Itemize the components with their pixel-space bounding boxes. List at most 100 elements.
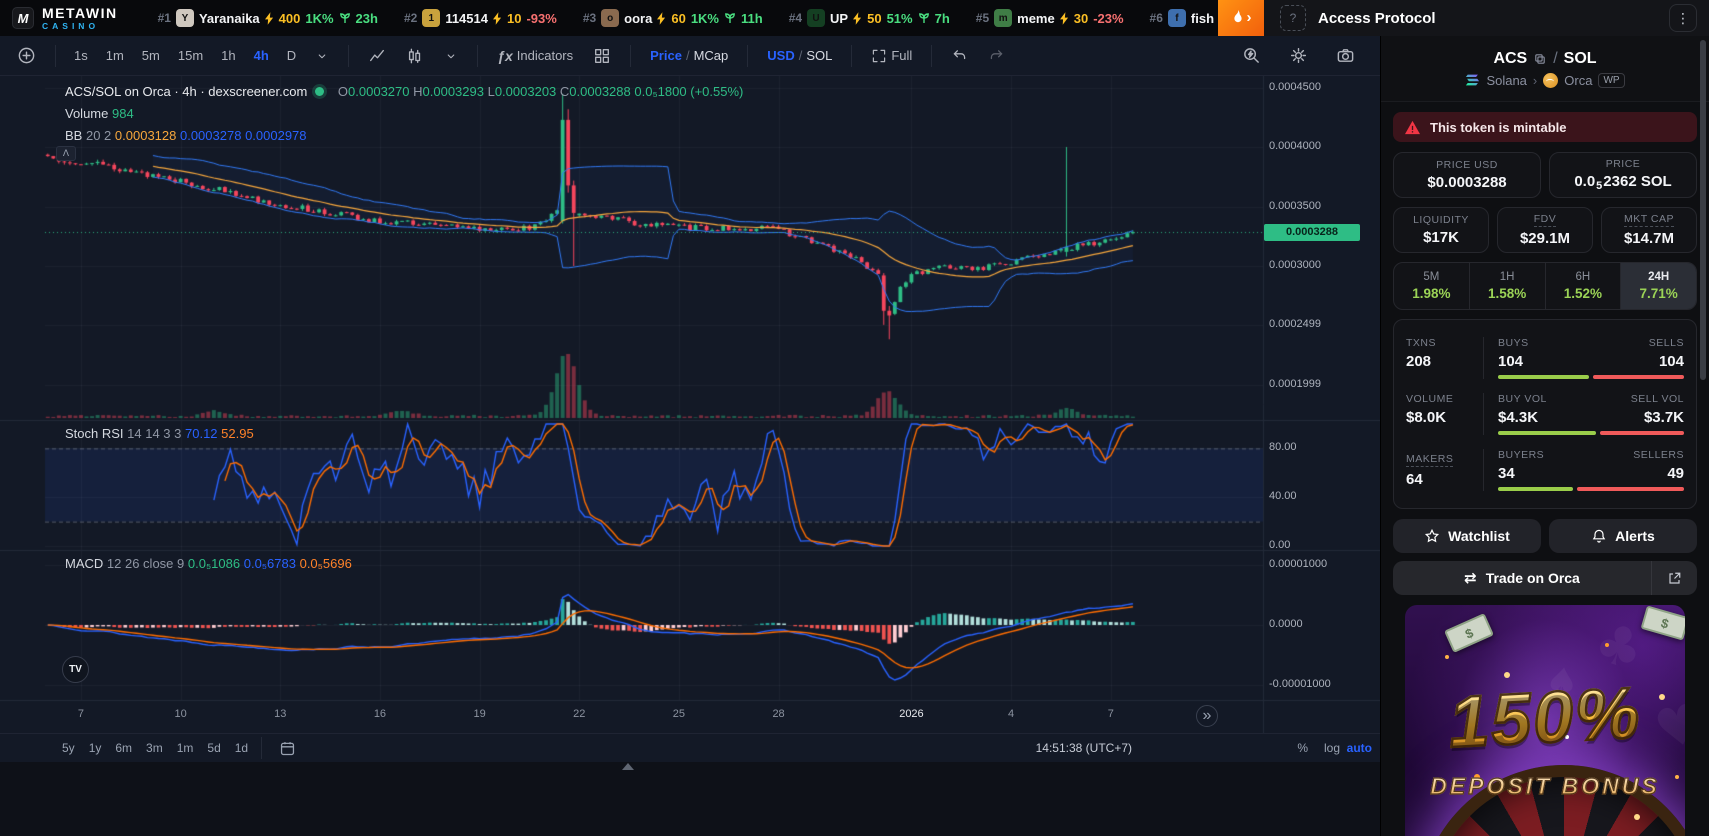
macd-tick: 0.00001000	[1269, 558, 1328, 570]
stoch-tick: 40.00	[1269, 490, 1297, 502]
price-chart-canvas[interactable]	[0, 76, 1380, 733]
range-5d[interactable]: 5d	[207, 741, 221, 755]
volume-legend: Volume 984	[65, 106, 134, 121]
log-scale-toggle[interactable]: log	[1323, 741, 1340, 755]
timeframe-1m[interactable]: 1m	[105, 48, 124, 63]
go-to-date-icon[interactable]	[276, 737, 298, 759]
trending-token-Yaranaika[interactable]: #1 Y Yaranaika 400 1K% 23h	[158, 9, 378, 27]
chevron-down-icon[interactable]	[308, 45, 336, 67]
range-6m[interactable]: 6m	[115, 741, 133, 755]
timeframe-D[interactable]: D	[286, 48, 297, 63]
range-1d[interactable]: 1d	[234, 741, 249, 755]
plus-circle-icon[interactable]	[10, 42, 43, 69]
clock[interactable]: 14:51:38 (UTC+7)	[1035, 741, 1132, 755]
range-1m[interactable]: 1m	[176, 741, 194, 755]
buy-sell-ratio-bar	[1498, 431, 1684, 435]
trending-expand-button[interactable]: ›	[1218, 0, 1264, 36]
stats-row-volume: VOLUME $8.0K BUY VOL SELL VOL $4.3K $3.7K	[1406, 386, 1684, 442]
candles-icon[interactable]	[399, 43, 431, 69]
change-tab-6H[interactable]: 6H 1.52%	[1546, 263, 1622, 309]
time-tick: 4	[1008, 708, 1015, 720]
timeframe-4h[interactable]: 4h	[253, 48, 269, 63]
boost-count: 30	[1073, 10, 1089, 26]
change-tab-24H[interactable]: 24H 7.71%	[1621, 263, 1696, 309]
undo-icon[interactable]	[944, 43, 975, 68]
token-avatar: o	[601, 9, 620, 27]
trending-token-114514[interactable]: #2 1 114514 10 -93%	[404, 9, 557, 27]
brand-sub: CASINO	[42, 20, 100, 31]
chevron-down-icon[interactable]	[437, 45, 465, 67]
gear-icon[interactable]	[1282, 42, 1315, 69]
line-chart-icon[interactable]	[361, 43, 393, 69]
wp-badge[interactable]: WP	[1598, 72, 1625, 88]
metawin-logo-mark: M	[12, 7, 34, 29]
token-logo-placeholder: ?	[1280, 5, 1306, 31]
timeframe-15m[interactable]: 15m	[177, 48, 204, 63]
token-age: 11h	[741, 10, 763, 26]
timeframe-1h[interactable]: 1h	[221, 48, 236, 63]
toolbar-divider	[477, 44, 479, 67]
fullscreen-button[interactable]: Full	[864, 44, 919, 68]
token-avatar: f	[1167, 9, 1186, 27]
range-3m[interactable]: 3m	[146, 741, 163, 755]
casino-promo-banner[interactable]: ♣ ♥ ♠ $ $ 150% DEPOSIT BONUS UP TO $2,00…	[1405, 605, 1685, 836]
price-tick: 0.0002499	[1269, 318, 1321, 330]
external-link-icon[interactable]	[1651, 561, 1697, 595]
auto-scale-toggle[interactable]: auto	[1346, 741, 1372, 755]
timeframe-5m[interactable]: 5m	[141, 48, 160, 63]
price-mcap-toggle[interactable]: Price / MCap	[650, 48, 729, 63]
panel-scrollbar[interactable]	[1700, 40, 1706, 380]
time-tick: 7	[77, 708, 85, 720]
pane-collapse-button[interactable]: ᐱ	[56, 146, 76, 161]
macd-tick: -0.00001000	[1269, 678, 1331, 690]
mintable-warning: This token is mintable	[1393, 112, 1697, 142]
time-tick: 22	[573, 708, 586, 720]
toolbar-divider	[55, 44, 56, 67]
timeframe-1s[interactable]: 1s	[74, 48, 88, 63]
stat-cards: LIQUIDITY $17K FDV $29.1M MKT CAP $14.7M	[1393, 207, 1697, 253]
trending-token-UP[interactable]: #4 U UP 50 51% 7h	[789, 9, 950, 27]
quick-search-icon[interactable]	[1235, 42, 1268, 69]
token-age: 7h	[934, 10, 950, 26]
fx-icon: ƒx	[497, 47, 513, 64]
chain-name[interactable]: Solana	[1486, 72, 1527, 88]
token-side-panel: ACS / SOL Solana › Orca WP This token is…	[1380, 36, 1709, 836]
price-change: 1K%	[305, 10, 334, 26]
change-tab-1H[interactable]: 1H 1.58%	[1470, 263, 1546, 309]
trending-token-fish[interactable]: #6ffish18%	[1150, 9, 1218, 27]
trending-token-meme[interactable]: #5 m meme 30 -23%	[976, 9, 1124, 27]
metawin-logo[interactable]: M METAWIN CASINO	[0, 0, 132, 36]
tradingview-logo[interactable]: TV	[62, 656, 89, 683]
copy-icon[interactable]	[1533, 52, 1547, 66]
dex-name[interactable]: Orca	[1564, 72, 1593, 88]
time-tick: 16	[373, 708, 387, 720]
usd-sol-toggle[interactable]: USD / SOL	[767, 48, 833, 63]
change-tab-5M[interactable]: 5M 1.98%	[1394, 263, 1470, 309]
indicators-button[interactable]: ƒx Indicators	[497, 47, 574, 64]
alerts-button[interactable]: Alerts	[1549, 519, 1697, 553]
go-to-realtime-button[interactable]: »	[1196, 705, 1218, 727]
sparkles	[1445, 655, 1449, 659]
watchlist-button[interactable]: Watchlist	[1393, 519, 1541, 553]
camera-icon[interactable]	[1329, 42, 1362, 69]
price-sol-card: PRICE 0.052362 SOL	[1549, 152, 1697, 198]
redo-icon[interactable]	[981, 43, 1012, 68]
trending-token-oora[interactable]: #3 o oora 60 1K% 11h	[583, 9, 763, 27]
scroll-indicator[interactable]	[622, 763, 634, 770]
promo-subline: DEPOSIT BONUS	[1405, 772, 1685, 800]
range-5y[interactable]: 5y	[62, 741, 75, 755]
trade-on-orca-button[interactable]: ⇄ Trade on Orca	[1393, 561, 1697, 595]
price-change: -23%	[1093, 10, 1124, 26]
token-name: oora	[624, 10, 653, 26]
range-1y[interactable]: 1y	[88, 741, 102, 755]
top-banner: M METAWIN CASINO #1 Y Yaranaika 400 1K% 23h #2…	[0, 0, 1709, 36]
percent-scale-toggle[interactable]: %	[1297, 741, 1308, 755]
kebab-menu-button[interactable]: ⋮	[1669, 4, 1697, 32]
grid-layout-icon[interactable]	[586, 43, 618, 69]
live-dot-icon	[315, 87, 325, 96]
dollar-bill-icon: $	[1444, 613, 1494, 653]
chart-canvas-area[interactable]: ACS/SOL on Orca · 4h · dexscreener.com O…	[0, 76, 1380, 733]
toolbar-divider	[747, 44, 749, 67]
token-name: meme	[1017, 10, 1055, 26]
